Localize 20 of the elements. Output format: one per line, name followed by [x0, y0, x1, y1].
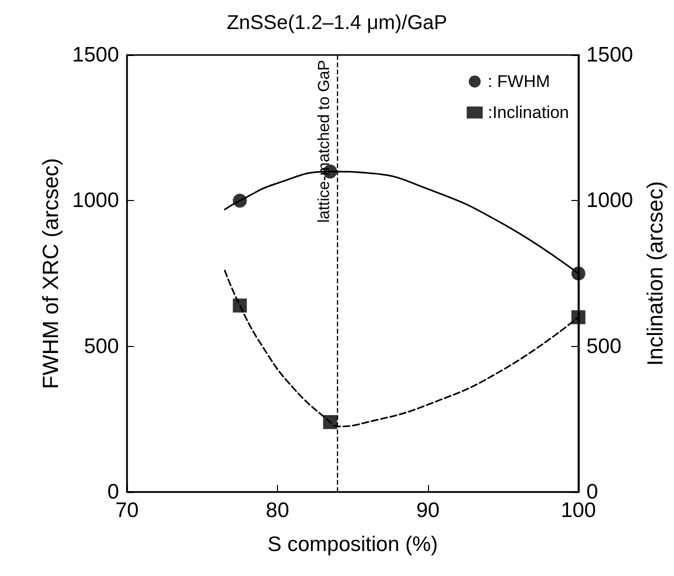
point [232, 298, 247, 313]
ref-line-label: lattice-matched to GaP [316, 60, 334, 223]
y2-tick-label: 1000 [586, 189, 634, 212]
y-tick-label: 1000 [72, 189, 119, 212]
y2-tick-label: 1500 [586, 44, 634, 66]
point [571, 266, 586, 280]
point [232, 194, 247, 208]
y-tick-label: 1500 [72, 44, 119, 66]
chart-title: ZnSSe(1.2–1.4 μm)/GaP [226, 12, 448, 34]
y2-tick-label: 500 [586, 334, 622, 358]
x-tick-label: 80 [266, 499, 290, 522]
point [571, 310, 586, 324]
x-axis-title: S composition (%) [267, 533, 438, 556]
y-tick-label: 500 [84, 334, 119, 358]
y-axis-title: FWHM of XRC (arcsec) [38, 158, 63, 389]
legend-label: :Inclination [488, 103, 570, 122]
y2-axis-title: Inclination (arcsec) [642, 181, 668, 366]
x-tick-label: 90 [416, 499, 440, 522]
legend-label: : FWHM [488, 72, 550, 91]
point [323, 415, 338, 430]
